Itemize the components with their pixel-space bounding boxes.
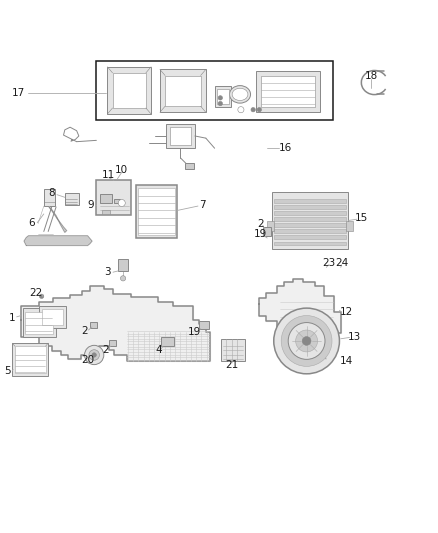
Bar: [346, 221, 353, 231]
Text: 14: 14: [339, 356, 353, 366]
Text: 2: 2: [81, 326, 88, 336]
Bar: [102, 210, 110, 214]
Bar: [274, 217, 346, 221]
Bar: [12, 343, 48, 376]
Text: 13: 13: [348, 332, 361, 342]
Text: 19: 19: [254, 229, 267, 239]
Bar: [90, 322, 97, 328]
Text: 11: 11: [102, 171, 115, 180]
Bar: [25, 312, 53, 334]
Bar: [44, 189, 55, 206]
Text: 8: 8: [48, 188, 55, 198]
Polygon shape: [21, 286, 210, 361]
Bar: [160, 69, 206, 112]
Circle shape: [296, 330, 318, 352]
Text: 15: 15: [355, 213, 368, 223]
Bar: [42, 309, 63, 325]
Bar: [39, 306, 66, 328]
Text: 7: 7: [199, 200, 206, 210]
Bar: [138, 188, 175, 236]
Bar: [100, 194, 112, 203]
Bar: [215, 86, 231, 107]
Text: 16: 16: [279, 143, 292, 154]
Text: 12: 12: [340, 308, 353, 318]
Text: 17: 17: [12, 88, 25, 99]
Bar: [96, 61, 333, 120]
Circle shape: [218, 96, 223, 100]
Bar: [185, 163, 194, 169]
Bar: [15, 346, 46, 374]
Ellipse shape: [230, 86, 251, 103]
Bar: [256, 71, 320, 112]
Circle shape: [39, 294, 44, 298]
Bar: [274, 223, 346, 227]
Circle shape: [89, 350, 99, 360]
Circle shape: [120, 276, 126, 281]
Bar: [113, 73, 146, 108]
Circle shape: [92, 353, 96, 357]
Bar: [170, 127, 191, 145]
Text: 10: 10: [115, 165, 128, 175]
Bar: [107, 67, 151, 114]
Circle shape: [251, 108, 255, 112]
Bar: [165, 76, 201, 106]
Circle shape: [238, 107, 244, 113]
Text: 18: 18: [365, 71, 378, 81]
Bar: [221, 339, 245, 361]
Circle shape: [218, 101, 223, 106]
Bar: [217, 89, 229, 104]
Bar: [274, 236, 346, 239]
Text: 2: 2: [257, 219, 264, 229]
Bar: [166, 124, 195, 148]
Text: 1: 1: [9, 313, 16, 323]
Text: 4: 4: [155, 345, 162, 355]
Bar: [96, 180, 131, 215]
Circle shape: [85, 345, 104, 365]
Polygon shape: [24, 236, 92, 246]
Text: 24: 24: [335, 258, 348, 268]
Polygon shape: [49, 207, 67, 232]
Bar: [23, 308, 56, 336]
Circle shape: [288, 322, 325, 359]
Bar: [274, 199, 346, 203]
Text: 9: 9: [88, 200, 95, 210]
Circle shape: [257, 108, 261, 112]
Bar: [161, 336, 174, 346]
Text: 23: 23: [322, 258, 335, 268]
Text: 3: 3: [104, 267, 111, 277]
Circle shape: [281, 316, 332, 366]
Bar: [274, 211, 346, 215]
Bar: [274, 205, 346, 209]
Bar: [114, 199, 120, 203]
Bar: [118, 259, 128, 271]
Text: 22: 22: [29, 288, 42, 298]
Text: 2: 2: [102, 345, 109, 355]
Polygon shape: [259, 279, 341, 336]
Bar: [272, 192, 348, 249]
Text: 5: 5: [4, 366, 11, 376]
Bar: [263, 227, 271, 236]
Bar: [274, 229, 346, 233]
Circle shape: [118, 199, 125, 206]
Circle shape: [302, 336, 311, 345]
Text: 19: 19: [188, 327, 201, 337]
Ellipse shape: [232, 88, 248, 101]
Bar: [261, 76, 315, 107]
Bar: [65, 193, 79, 205]
Text: 21: 21: [226, 360, 239, 370]
Bar: [274, 241, 346, 246]
Bar: [109, 340, 116, 346]
Text: 20: 20: [81, 355, 94, 365]
Bar: [136, 185, 177, 238]
Bar: [199, 321, 209, 329]
Text: 6: 6: [28, 217, 35, 228]
Circle shape: [274, 308, 339, 374]
Bar: [267, 221, 274, 231]
